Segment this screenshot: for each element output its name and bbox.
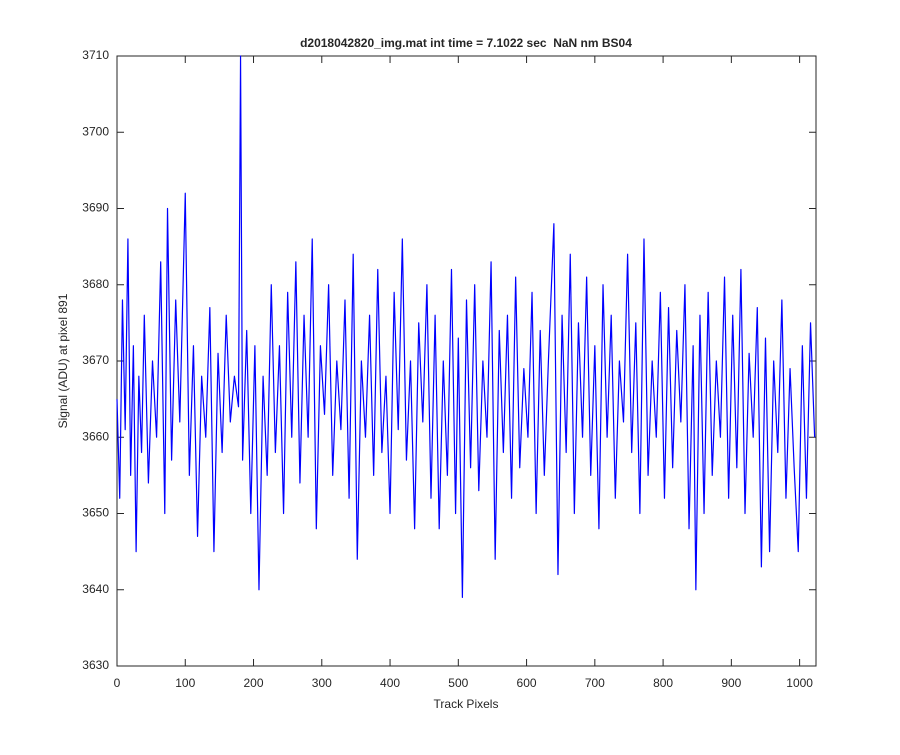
x-tick-label: 300 bbox=[312, 676, 332, 690]
y-tick-label: 3630 bbox=[82, 658, 109, 672]
y-tick-label: 3690 bbox=[82, 201, 109, 215]
y-tick-label: 3680 bbox=[82, 277, 109, 291]
x-tick-label: 0 bbox=[114, 676, 121, 690]
y-tick-label: 3650 bbox=[82, 506, 109, 520]
x-tick-label: 500 bbox=[448, 676, 468, 690]
x-tick-label: 1000 bbox=[786, 676, 813, 690]
x-tick-label: 200 bbox=[244, 676, 264, 690]
data-line bbox=[116, 55, 816, 598]
y-tick-label: 3710 bbox=[82, 48, 109, 62]
x-tick-label: 700 bbox=[585, 676, 605, 690]
y-tick-label: 3670 bbox=[82, 353, 109, 367]
x-tick-label: 900 bbox=[721, 676, 741, 690]
x-axis-label: Track Pixels bbox=[434, 697, 499, 711]
x-tick-label: 800 bbox=[653, 676, 673, 690]
x-tick-label: 400 bbox=[380, 676, 400, 690]
x-tick-label: 600 bbox=[517, 676, 537, 690]
y-tick-label: 3700 bbox=[82, 124, 109, 138]
y-axis-label: Signal (ADU) at pixel 891 bbox=[56, 293, 70, 428]
x-tick-label: 100 bbox=[175, 676, 195, 690]
y-tick-label: 3660 bbox=[82, 429, 109, 443]
chart-title: d2018042820_img.mat int time = 7.1022 se… bbox=[300, 36, 632, 50]
y-tick-label: 3640 bbox=[82, 582, 109, 596]
